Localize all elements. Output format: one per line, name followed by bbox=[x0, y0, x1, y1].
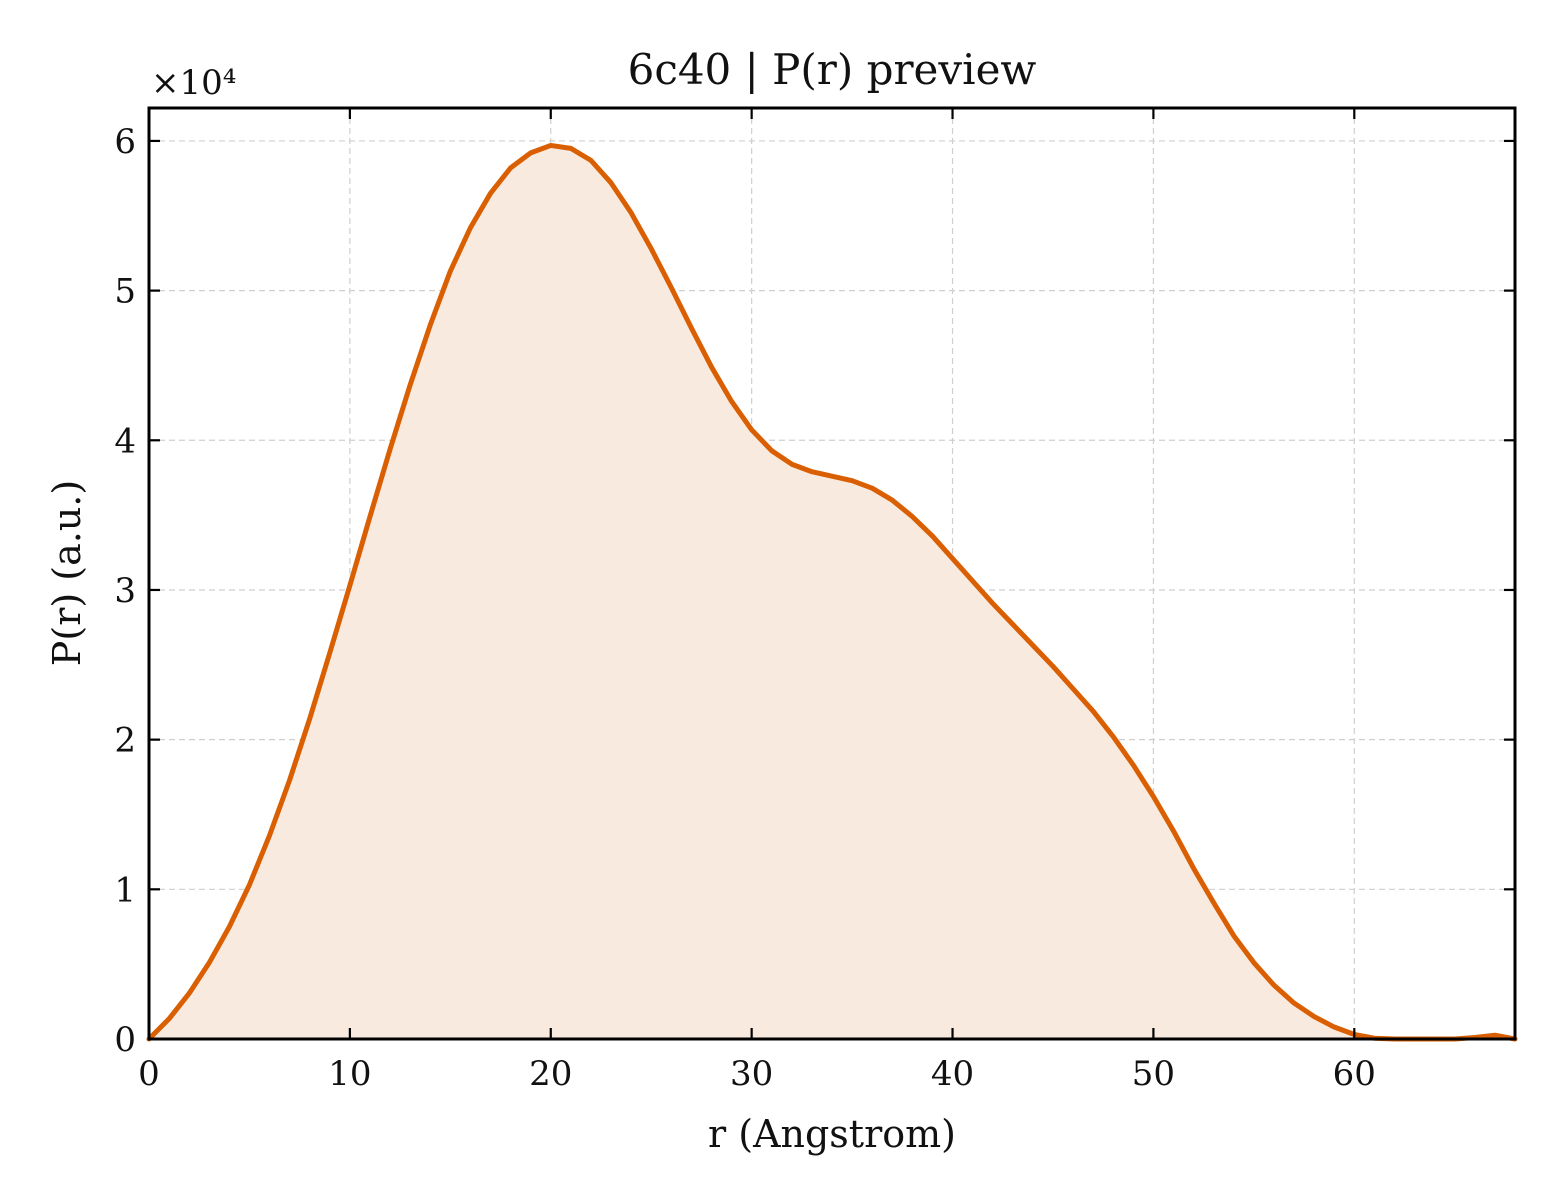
y-tick-label: 5 bbox=[114, 272, 136, 312]
y-tick-label: 6 bbox=[114, 122, 136, 162]
y-tick-label: 3 bbox=[114, 571, 136, 611]
chart-title: 6c40 | P(r) preview bbox=[628, 45, 1037, 94]
x-tick-label: 10 bbox=[328, 1054, 371, 1094]
x-tick-label: 20 bbox=[529, 1054, 572, 1094]
x-tick-label: 40 bbox=[931, 1054, 974, 1094]
y-tick-label: 0 bbox=[114, 1020, 136, 1060]
y-axis-label: P(r) (a.u.) bbox=[45, 480, 89, 666]
x-tick-label: 30 bbox=[730, 1054, 773, 1094]
y-multiplier-label: ×10⁴ bbox=[151, 63, 236, 103]
area-fill bbox=[149, 145, 1515, 1040]
x-axis-label: r (Angstrom) bbox=[708, 1112, 956, 1156]
y-tick-label: 4 bbox=[114, 421, 136, 461]
x-tick-label: 60 bbox=[1333, 1054, 1376, 1094]
series-line bbox=[146, 142, 1518, 1042]
y-tick-label: 1 bbox=[114, 870, 136, 910]
x-tick-label: 50 bbox=[1132, 1054, 1175, 1094]
y-tick-label: 2 bbox=[114, 721, 136, 761]
tick-labels: 0 10 20 30 40 50 60 0 1 2 3 4 5 6 bbox=[114, 122, 1376, 1094]
plot-frame bbox=[147, 106, 1517, 1041]
x-tick-label: 0 bbox=[138, 1054, 160, 1094]
